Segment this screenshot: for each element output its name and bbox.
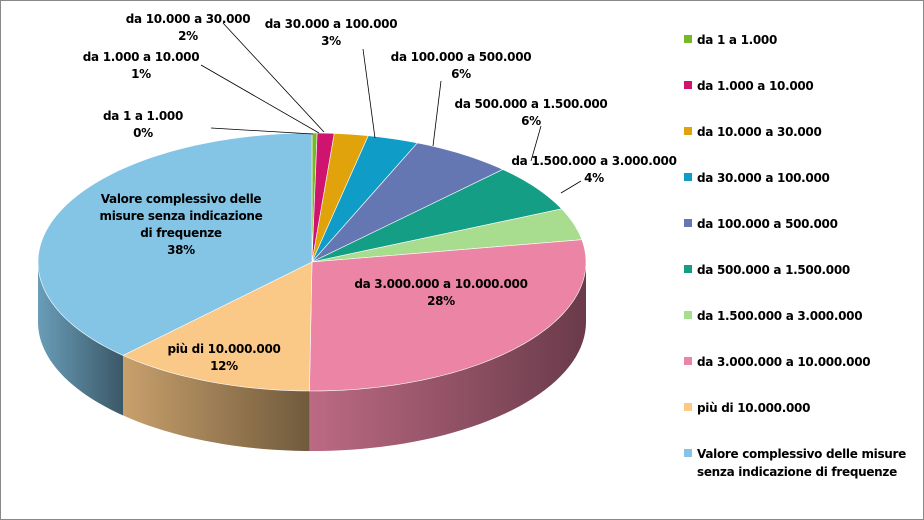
data-label: più di 10.000.000 12% [167,341,280,375]
data-label: da 1.500.000 a 3.000.000 4% [511,153,677,187]
data-label-percent: 6% [521,114,541,128]
legend-item: da 30.000 a 100.000 [684,169,830,187]
legend-label: da 30.000 a 100.000 [697,171,830,185]
legend-item: da 500.000 a 1.500.000 [684,261,850,279]
leader-line [210,127,314,135]
leader-line [530,125,542,162]
data-label-category: da 1.500.000 a 3.000.000 [511,154,677,168]
legend-swatch [684,449,692,457]
data-label-category: da 100.000 a 500.000 [390,50,532,64]
legend-label: da 1.000 a 10.000 [697,79,814,93]
legend-label: da 1 a 1.000 [697,33,778,47]
data-label-category: di frequenze [140,226,222,240]
data-label-percent: 28% [427,294,455,308]
data-label-percent: 6% [451,67,471,81]
legend-label: Valore complessivo delle misure senza in… [697,447,906,479]
legend-swatch [684,127,692,135]
pie-slice [311,135,418,263]
data-label-percent: 0% [133,126,153,140]
data-label-category: Valore complessivo delle [100,192,262,206]
data-label-category: da 30.000 a 100.000 [264,17,398,31]
data-label-percent: 2% [178,29,198,43]
legend-item: da 3.000.000 a 10.000.000 [684,353,871,371]
legend-item: da 1 a 1.000 [684,31,777,49]
legend-label: da 1.500.000 a 3.000.000 [697,309,863,323]
data-label: da 100.000 a 500.000 6% [391,49,532,83]
leader-line [432,80,442,147]
legend-item: Valore complessivo delle misure senza in… [684,445,906,481]
legend-swatch [684,219,692,227]
data-label-category: da 10.000 a 30.000 [125,12,251,26]
pie-slice [37,132,313,356]
data-label: da 10.000 a 30.000 2% [126,11,251,45]
pie-slice-side [309,262,586,451]
legend-item: da 10.000 a 30.000 [684,123,822,141]
data-label-category: misure senza indicazione [99,209,263,223]
leader-line [200,64,320,134]
data-label: Valore complessivo delle misure senza ind… [99,191,262,259]
legend-swatch [684,265,692,273]
data-label-percent: 1% [131,67,151,81]
legend-item: da 100.000 a 500.000 [684,215,838,233]
data-label-category: da 1 a 1.000 [102,109,184,123]
legend-label: da 100.000 a 500.000 [697,217,838,231]
legend-swatch [684,357,692,365]
legend-swatch [684,173,692,181]
leader-line [222,22,325,133]
pie-slice [311,169,563,263]
pie-slice [311,208,583,263]
pie-slice-side [38,262,124,416]
legend-label: da 3.000.000 a 10.000.000 [697,355,871,369]
legend-swatch [684,403,692,411]
data-label-category: da 1.000 a 10.000 [82,50,200,64]
pie-slice-side [123,355,310,451]
data-label-category: da 500.000 a 1.500.000 [454,97,608,111]
data-label-percent: 3% [321,34,341,48]
pie-slice [311,142,504,263]
legend-label: da 500.000 a 1.500.000 [697,263,850,277]
data-label: da 500.000 a 1.500.000 6% [455,96,608,130]
legend-label: da 10.000 a 30.000 [697,125,822,139]
legend-label: più di 10.000.000 [697,401,811,415]
legend-swatch [684,81,692,89]
data-label: da 3.000.000 a 10.000.000 28% [354,276,528,310]
legend-item: da 1.500.000 a 3.000.000 [684,307,863,325]
data-label: da 1 a 1.000 0% [103,108,183,142]
data-label-percent: 38% [167,243,195,257]
data-label: da 1.000 a 10.000 1% [82,49,200,83]
leader-line [560,180,582,194]
leader-line [362,48,376,139]
data-label: da 30.000 a 100.000 3% [265,16,398,50]
legend-item: più di 10.000.000 [684,399,810,417]
data-label-percent: 4% [584,171,604,185]
legend-item: da 1.000 a 10.000 [684,77,814,95]
data-label-category: da 3.000.000 a 10.000.000 [354,277,528,291]
legend-swatch [684,311,692,319]
pie-slice [309,239,587,392]
data-label-category: più di 10.000.000 [167,342,281,356]
pie-slice [122,261,313,392]
data-label-percent: 12% [210,359,238,373]
legend-swatch [684,35,692,43]
